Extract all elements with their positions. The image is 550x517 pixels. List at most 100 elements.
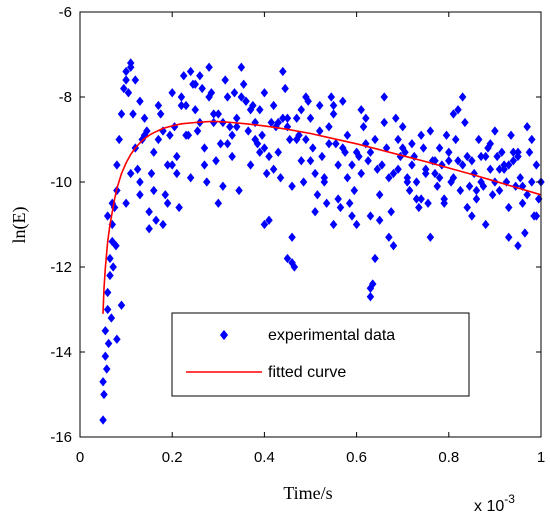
data-point — [334, 160, 342, 170]
data-point — [352, 219, 361, 230]
data-point — [232, 122, 241, 132]
data-point — [392, 113, 400, 123]
y-tick-label: -12 — [50, 259, 72, 276]
x-axis-title: Time/s — [283, 483, 332, 503]
data-point — [292, 113, 301, 123]
data-point — [387, 207, 395, 217]
data-point — [152, 215, 160, 225]
data-point — [200, 143, 209, 153]
data-point — [426, 232, 435, 242]
data-point — [509, 156, 518, 166]
data-point — [442, 130, 451, 140]
data-point — [212, 156, 220, 166]
data-point — [269, 100, 278, 111]
data-point — [334, 194, 342, 204]
data-point — [101, 326, 110, 336]
data-point — [115, 134, 123, 145]
data-point — [352, 147, 361, 157]
data-point — [371, 253, 379, 264]
data-point — [198, 83, 206, 94]
data-point — [103, 304, 112, 315]
data-point — [486, 139, 495, 149]
data-point — [532, 160, 541, 170]
data-point — [104, 338, 113, 349]
data-point — [122, 198, 130, 208]
data-point — [145, 224, 153, 234]
data-point — [463, 202, 471, 213]
data-point — [385, 173, 393, 183]
data-point — [117, 109, 126, 119]
fitted-curve-line — [102, 120, 542, 314]
data-point — [226, 122, 234, 132]
data-point — [456, 185, 465, 196]
data-point — [366, 211, 375, 221]
data-point — [306, 113, 315, 123]
data-point — [131, 75, 140, 85]
data-point — [315, 100, 324, 111]
data-point — [511, 181, 520, 191]
data-point — [408, 160, 416, 170]
axes: 0 0.2 0.4 0.6 0.8 1 -16 -14 -12 -10 -8 -6 — [50, 4, 545, 466]
y-tick-label: -8 — [59, 89, 72, 106]
data-point — [521, 228, 529, 238]
data-point — [465, 181, 474, 191]
data-point — [251, 134, 259, 145]
data-point — [228, 130, 236, 140]
data-point — [99, 415, 107, 425]
data-point — [394, 164, 402, 174]
data-point — [514, 241, 522, 251]
data-point — [440, 198, 448, 208]
data-point — [403, 177, 412, 187]
data-point — [329, 219, 338, 230]
x-tick-label: 0.4 — [254, 449, 275, 466]
x-axis-multiplier: x 10-3 — [474, 492, 515, 515]
data-point — [495, 164, 504, 174]
data-point — [299, 177, 308, 187]
data-point — [150, 147, 158, 157]
data-point — [435, 143, 444, 153]
data-point — [449, 109, 458, 119]
data-point — [516, 173, 524, 183]
data-point — [514, 147, 522, 157]
data-point — [173, 168, 181, 179]
data-point — [219, 181, 227, 191]
data-point — [262, 168, 271, 179]
data-point — [373, 164, 382, 174]
data-point — [454, 156, 462, 166]
data-point — [113, 160, 121, 170]
data-point — [327, 92, 335, 102]
data-point — [332, 139, 340, 149]
data-point — [145, 207, 153, 217]
data-point — [302, 134, 310, 145]
data-point — [228, 151, 236, 162]
data-point — [140, 113, 149, 123]
data-point — [491, 126, 499, 136]
y-tick-label: -14 — [50, 344, 72, 361]
data-point — [486, 164, 495, 174]
data-point — [412, 177, 421, 187]
data-point — [106, 270, 114, 281]
data-point — [408, 139, 416, 149]
data-point — [258, 130, 266, 140]
legend: experimental data fitted curve — [171, 312, 470, 397]
data-point — [394, 134, 402, 145]
data-point — [260, 219, 269, 230]
data-point — [380, 92, 389, 102]
data-point — [256, 147, 264, 157]
data-point — [451, 134, 460, 145]
data-point — [389, 168, 398, 179]
data-point — [136, 96, 144, 106]
data-point — [385, 232, 393, 242]
x-axis-multiplier-exponent: -3 — [504, 492, 515, 506]
data-point — [532, 211, 541, 221]
data-point — [472, 185, 481, 196]
data-point — [203, 177, 211, 187]
data-point — [325, 122, 333, 132]
data-point — [525, 147, 534, 157]
data-point — [415, 202, 423, 213]
data-point — [329, 100, 338, 111]
data-point — [101, 351, 110, 361]
data-point — [124, 88, 133, 98]
data-point — [458, 92, 467, 102]
data-point — [433, 181, 442, 191]
